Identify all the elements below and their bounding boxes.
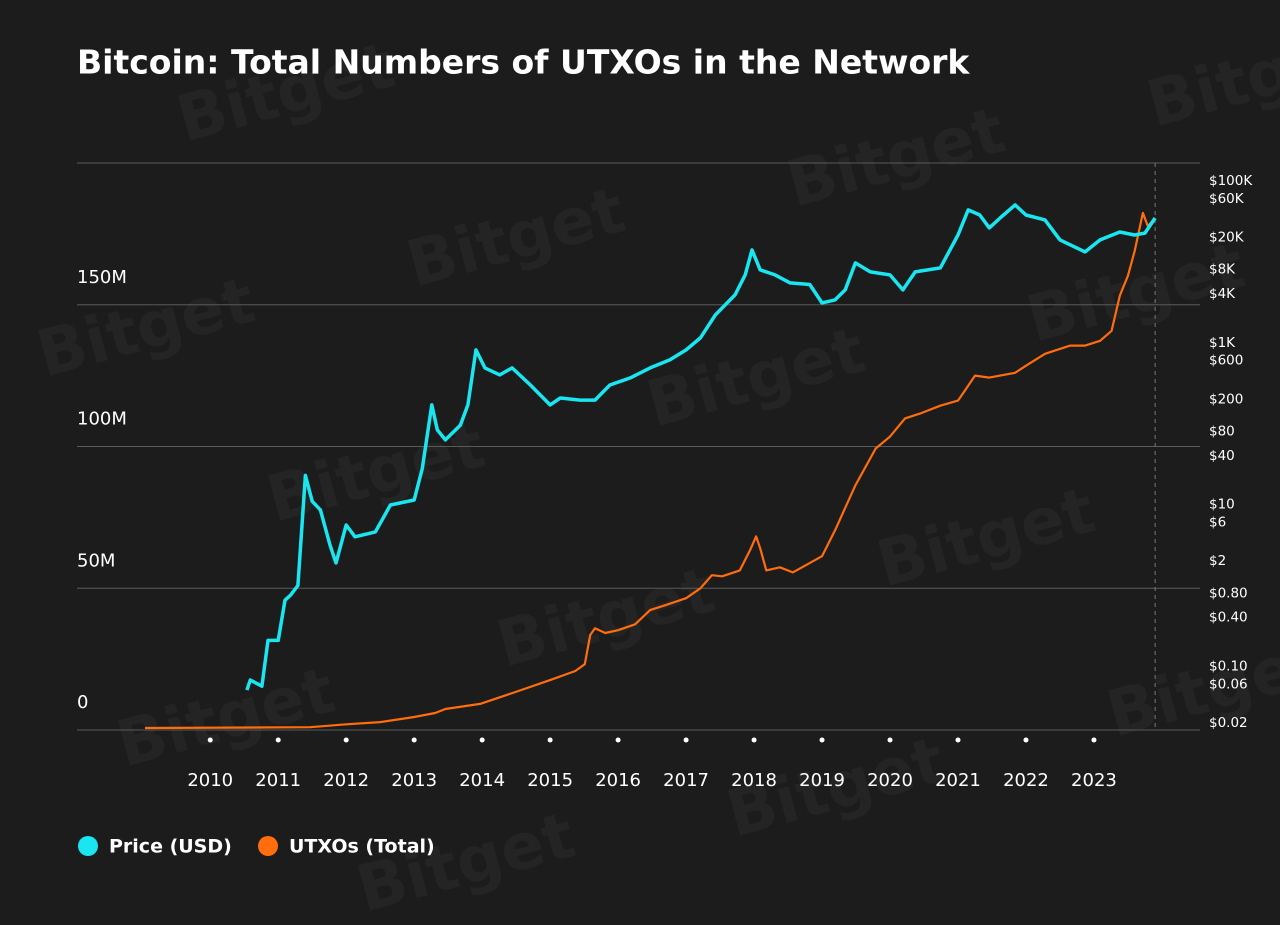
legend-marker [78, 836, 98, 856]
y2-tick-label: $0.10 [1209, 658, 1248, 674]
x-tick-label: 2010 [187, 770, 233, 791]
y2-tick-label: $100K [1209, 173, 1253, 189]
x-tick-dot [275, 737, 281, 743]
x-tick-label: 2013 [391, 770, 437, 791]
y2-tick-label: $60K [1209, 191, 1245, 207]
series-line [144, 211, 1156, 730]
y2-tick-label: $6 [1209, 515, 1226, 531]
x-tick-label: 2011 [255, 770, 301, 791]
x-tick-dot [683, 737, 689, 743]
x-tick-dot [819, 737, 825, 743]
y2-tick-label: $80 [1209, 424, 1235, 440]
y-tick-label: 150M [77, 267, 127, 288]
y2-tick-label: $0.02 [1209, 715, 1248, 731]
x-tick-label: 2020 [867, 770, 913, 791]
x-tick-label: 2022 [1003, 770, 1049, 791]
y2-tick-label: $2 [1209, 553, 1226, 569]
y-tick-label: 0 [77, 692, 88, 713]
x-tick-dot [887, 737, 893, 743]
legend-label: UTXOs (Total) [289, 836, 435, 858]
x-tick-label: 2019 [799, 770, 845, 791]
y2-tick-label: $0.80 [1209, 585, 1248, 601]
x-tick-dot [1091, 737, 1097, 743]
legend-marker [258, 836, 278, 856]
y2-tick-label: $20K [1209, 230, 1245, 246]
x-tick-dot [955, 737, 961, 743]
x-tick-label: 2023 [1071, 770, 1117, 791]
x-tick-dot [343, 737, 349, 743]
y2-tick-label: $10 [1209, 497, 1235, 513]
y2-tick-label: $8K [1209, 262, 1236, 278]
x-tick-dot [751, 737, 757, 743]
y2-tick-label: $0.06 [1209, 676, 1248, 692]
legend-label: Price (USD) [109, 836, 232, 858]
x-tick-dot [207, 737, 213, 743]
x-tick-label: 2018 [731, 770, 777, 791]
y2-tick-label: $40 [1209, 448, 1235, 464]
x-tick-label: 2017 [663, 770, 709, 791]
x-tick-dot [479, 737, 485, 743]
x-tick-label: 2014 [459, 770, 505, 791]
x-tick-dot [411, 737, 417, 743]
x-tick-dot [615, 737, 621, 743]
y-tick-label: 100M [77, 409, 127, 430]
x-tick-dot [1023, 737, 1029, 743]
y2-tick-label: $0.40 [1209, 610, 1248, 626]
x-tick-label: 2015 [527, 770, 573, 791]
x-tick-dot [547, 737, 553, 743]
y2-tick-label: $200 [1209, 391, 1243, 407]
y2-tick-label: $1K [1209, 335, 1236, 351]
x-tick-label: 2016 [595, 770, 641, 791]
series-line [245, 203, 1157, 691]
y-tick-label: 50M [77, 550, 115, 571]
y2-tick-label: $600 [1209, 353, 1243, 369]
y2-tick-label: $4K [1209, 286, 1236, 302]
chart-title: Bitcoin: Total Numbers of UTXOs in the N… [77, 43, 970, 82]
x-tick-label: 2012 [323, 770, 369, 791]
x-tick-label: 2021 [935, 770, 981, 791]
